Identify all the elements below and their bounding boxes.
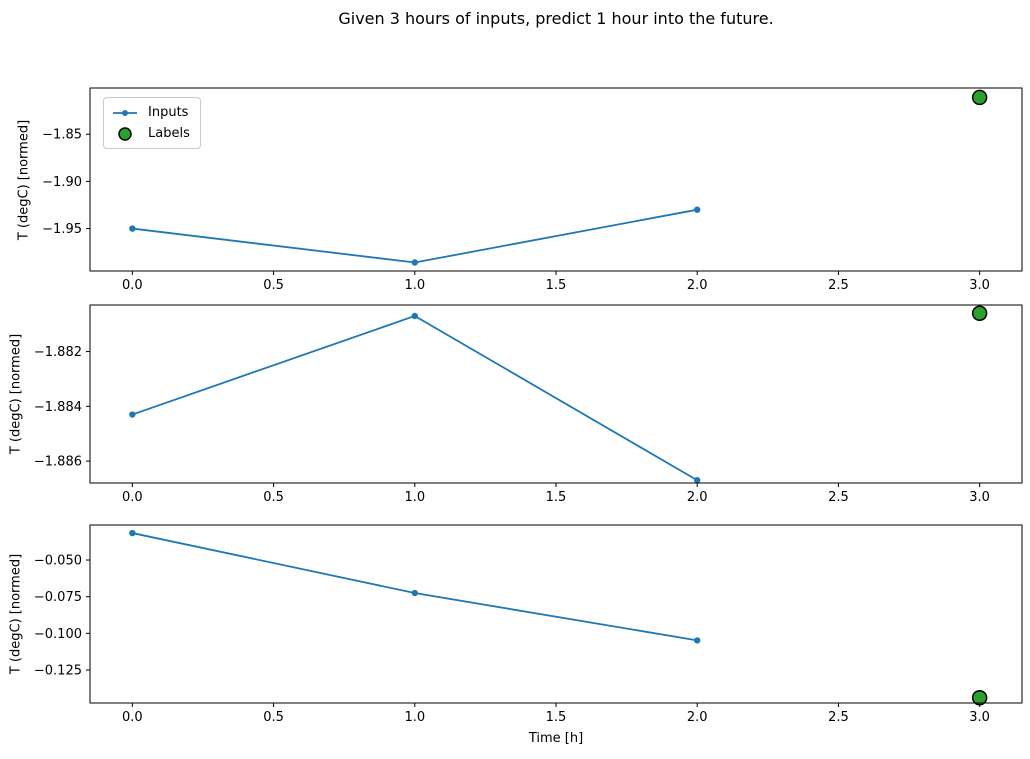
legend-label-inputs: Inputs [148,105,189,120]
x-tick-label: 1.5 [546,278,567,293]
axes-0: 0.0 0.5 1.0 1.5 2.0 2.5 3.0 −1.85 −1.90 −1.95 [42,87,1023,293]
axes-spines-2 [89,524,1023,704]
x-tick-label: 1.0 [404,490,425,505]
x-tick-label: 2.5 [828,278,849,293]
inputs-marker [411,589,418,597]
inputs-marker [694,206,701,213]
y-tick-label: −1.85 [42,128,82,143]
x-tick-label: 0.5 [263,490,284,505]
x-tick-label: 1.5 [546,490,567,505]
x-tick-label: 3.0 [969,710,990,725]
axes-spines-1 [89,304,1023,484]
y-tick-label: −1.886 [34,455,82,470]
inputs-marker [411,259,418,266]
x-tick-label: 0.0 [122,490,143,505]
axes-2: 0.0 0.5 1.0 1.5 2.0 2.5 3.0 −0.050 −0.075 −0.100 −… [34,524,1023,725]
inputs-marker [129,225,136,232]
x-tick-label: 1.5 [546,710,567,725]
y-axis-label-0: T (degC) [normed] [16,119,32,241]
x-tick-label: 3.0 [969,278,990,293]
inputs-marker [694,477,701,484]
labels-marker-0 [971,89,988,106]
axes-bg-0 [90,88,1022,271]
y-tick-label: −0.075 [34,590,82,605]
legend-label-labels: Labels [148,126,190,141]
inputs-marker [129,411,136,418]
x-tick-label: 1.0 [404,710,425,725]
legend: Inputs Labels [103,97,201,149]
legend-item-labels: Labels [111,123,190,144]
y-tick-label: −0.050 [34,554,82,569]
labels-circle-icon [118,126,132,141]
axes-bg-1 [90,305,1022,483]
y-axis-label-1: T (degC) [normed] [8,333,24,455]
x-tick-label: 2.0 [687,710,708,725]
inputs-line-dot-icon [113,109,137,116]
y-tick-label: −1.95 [42,222,82,237]
labels-marker-2 [971,689,988,706]
inputs-marker [694,637,701,644]
x-tick-label: 2.0 [687,278,708,293]
y-tick-label: −1.882 [34,345,82,360]
x-tick-label: 3.0 [969,490,990,505]
x-tick-label: 2.0 [687,490,708,505]
x-tick-label: 0.0 [122,710,143,725]
x-axis-label: Time [h] [528,731,584,746]
inputs-marker [411,312,418,320]
x-tick-label: 1.0 [404,278,425,293]
y-tick-label: −1.90 [42,175,82,190]
y-tick-label: −1.884 [34,400,82,415]
y-tick-label: −0.125 [34,664,82,679]
labels-marker-1 [971,305,988,321]
y-axis-label-2: T (degC) [normed] [8,553,24,675]
x-tick-label: 0.0 [122,278,143,293]
axes-spines-0 [89,87,1023,272]
legend-item-inputs: Inputs [111,102,190,123]
x-tick-label: 2.5 [828,710,849,725]
x-tick-label: 2.5 [828,490,849,505]
inputs-marker [129,529,136,537]
y-tick-label: −0.100 [34,627,82,642]
figure-title: Given 3 hours of inputs, predict 1 hour … [338,9,774,28]
axes-1: 0.0 0.5 1.0 1.5 2.0 2.5 3.0 −1.882 −1.884 −1.886 [34,304,1023,505]
axes-bg-2 [90,525,1022,703]
x-tick-label: 0.5 [263,278,284,293]
x-tick-label: 0.5 [263,710,284,725]
